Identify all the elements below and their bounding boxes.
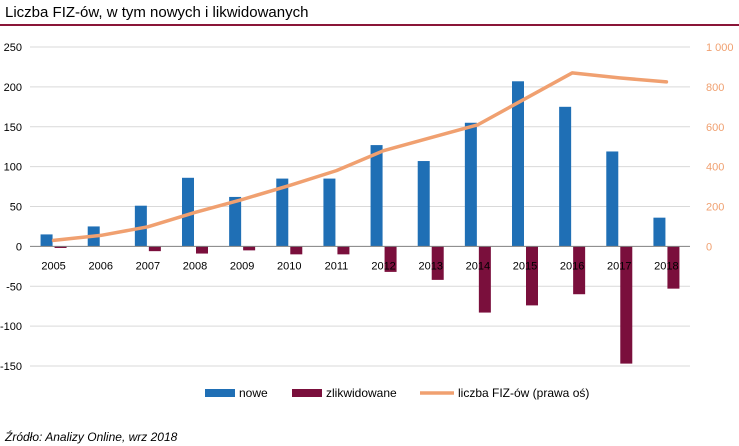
bar-zlikwidowane [478, 246, 491, 313]
bar-zlikwidowane [573, 246, 586, 295]
x-tick-label: 2007 [136, 260, 160, 272]
line-series [51, 71, 669, 243]
x-axis-labels: 2005 2006 2007 2008 2009 2010 2011 2012 2013 2014… [41, 260, 678, 272]
bar-nowe [40, 234, 53, 247]
bar-nowe [606, 151, 619, 247]
chart-title: Liczba FIZ-ów, w tym nowych i likwidowan… [5, 4, 309, 21]
x-tick-label: 2018 [654, 260, 678, 272]
left-axis: 250 200 150 100 50 0 -50 -100 -150 [0, 42, 22, 373]
right-tick-label: 800 [706, 82, 724, 94]
legend-swatch [205, 389, 235, 397]
grid-lines [30, 46, 690, 367]
right-tick-label: 600 [706, 122, 724, 134]
title-divider [0, 24, 739, 26]
left-tick-label: 0 [16, 241, 22, 253]
right-axis: 1 000 800 600 400 200 0 [706, 42, 734, 253]
x-tick-label: 2017 [607, 260, 631, 272]
right-tick-label: 0 [706, 241, 712, 253]
left-tick-label: 150 [4, 122, 22, 134]
bar-zlikwidowane [196, 246, 208, 254]
bar-nowe [182, 177, 194, 247]
left-tick-label: 250 [4, 42, 22, 54]
x-tick-label: 2016 [560, 260, 584, 272]
legend-label: zlikwidowane [326, 386, 397, 400]
bar-nowe [653, 217, 666, 247]
right-tick-label: 400 [706, 162, 724, 174]
bar-zlikwidowane [54, 246, 67, 248]
legend-swatch [292, 389, 322, 397]
x-tick-label: 2013 [418, 260, 442, 272]
bar-nowe [464, 122, 477, 247]
x-tick-label: 2008 [183, 260, 207, 272]
source-note: Źródło: Analizy Online, wrz 2018 [5, 430, 178, 444]
bar-zlikwidowane [431, 246, 444, 280]
bar-zlikwidowane [526, 246, 538, 306]
legend-label: nowe [239, 386, 268, 400]
legend: nowe zlikwidowane liczba FIZ-ów (prawa oś) [205, 386, 589, 400]
bar-zlikwidowane [148, 246, 161, 252]
bar-zlikwidowane [620, 246, 633, 364]
bar-nowe [559, 106, 572, 247]
right-tick-label: 1 000 [706, 42, 734, 54]
bars [40, 81, 680, 364]
left-tick-label: 100 [4, 162, 22, 174]
bar-zlikwidowane [243, 246, 256, 251]
x-tick-label: 2005 [41, 260, 65, 272]
left-tick-label: -150 [0, 361, 22, 373]
bar-nowe [276, 178, 289, 247]
bar-nowe [370, 145, 383, 247]
x-tick-label: 2015 [513, 260, 537, 272]
right-tick-label: 200 [706, 202, 724, 214]
bar-zlikwidowane [384, 246, 397, 272]
x-tick-label: 2011 [325, 260, 349, 272]
x-tick-label: 2012 [371, 260, 395, 272]
bar-nowe [229, 196, 242, 247]
bar-zlikwidowane [337, 246, 350, 255]
bar-nowe [134, 205, 147, 247]
left-tick-label: 50 [10, 202, 22, 214]
bar-nowe [512, 81, 524, 247]
x-tick-label: 2009 [230, 260, 254, 272]
x-tick-label: 2014 [466, 260, 490, 272]
left-tick-label: -50 [6, 281, 22, 293]
bar-zlikwidowane [290, 246, 303, 255]
bar-nowe [323, 178, 336, 247]
bar-zlikwidowane [667, 246, 680, 289]
x-tick-label: 2010 [277, 260, 301, 272]
bar-nowe [417, 161, 430, 247]
legend-label: liczba FIZ-ów (prawa oś) [458, 386, 589, 400]
x-tick-label: 2006 [88, 260, 112, 272]
line-liczba-fiz [51, 71, 669, 243]
left-tick-label: -100 [0, 321, 22, 333]
left-tick-label: 200 [4, 82, 22, 94]
